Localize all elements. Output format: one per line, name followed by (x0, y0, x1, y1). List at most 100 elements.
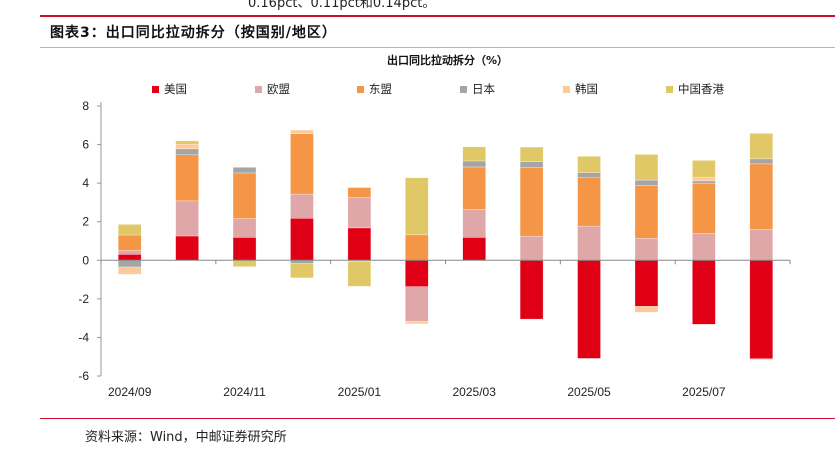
bar-segment (749, 260, 774, 360)
bar-segment (175, 148, 199, 156)
x-tick-label: 2024/09 (108, 385, 152, 399)
legend-label: 欧盟 (267, 82, 290, 96)
legend-item: 东盟 (357, 81, 392, 97)
bar-segment (749, 358, 774, 361)
bar-segment (462, 209, 486, 238)
bar-segment (519, 235, 544, 261)
bar-segment (405, 260, 429, 287)
chart-title: 出口同比拉动拆分（%） (386, 54, 509, 67)
bar-segment (634, 238, 659, 261)
bar-segment (405, 321, 429, 324)
x-tick-label: 2025/07 (682, 385, 726, 399)
legend-swatch (152, 85, 159, 93)
y-tick-label: 4 (82, 176, 89, 190)
bar-segment (347, 186, 372, 189)
bar-segment (232, 218, 257, 238)
bar-segment (117, 260, 142, 268)
bar-segment (634, 154, 659, 181)
source-note: 资料来源：Wind，中邮证券研究所 (85, 430, 287, 445)
bar-segment (519, 260, 544, 320)
bar-segment (577, 260, 601, 359)
legend-label: 日本 (472, 82, 495, 96)
bar-segment (117, 234, 142, 251)
legend-label: 东盟 (369, 82, 392, 96)
bar-segment (175, 200, 199, 237)
bar-segment (232, 172, 257, 219)
y-tick-label: -6 (78, 369, 89, 383)
legend-item: 欧盟 (255, 81, 290, 97)
bar-segment (577, 177, 601, 227)
legend-label: 韩国 (575, 82, 598, 96)
bar-segment (577, 172, 601, 178)
bar-segment (405, 177, 429, 236)
legend-swatch (357, 85, 364, 93)
bar-segment (692, 160, 716, 178)
bar-segment (290, 193, 314, 219)
legend-swatch (563, 85, 570, 93)
bar-segment (749, 158, 774, 165)
bar-segment (634, 306, 659, 313)
figure-title: 图表3：出口同比拉动拆分（按国别/地区） (50, 25, 337, 41)
bar-segment (462, 160, 486, 168)
bar-segment (175, 235, 199, 261)
x-tick-label: 2025/05 (567, 385, 611, 399)
bar-segment (577, 225, 601, 261)
legend-swatch (460, 85, 467, 93)
bar-segment (519, 167, 544, 237)
bar-segment (634, 185, 659, 239)
bar-segment (175, 143, 199, 150)
bar-segment (290, 263, 314, 279)
bar-segment (749, 163, 774, 230)
legend-item: 美国 (152, 81, 187, 97)
bar-segment (749, 133, 774, 160)
bar-segment (117, 224, 142, 236)
bar-segment (462, 166, 486, 210)
y-tick-label: -4 (78, 330, 89, 344)
bar-segment (290, 217, 314, 261)
bar-segment (519, 161, 544, 168)
bar-segment (175, 140, 199, 145)
bar-segment (462, 237, 486, 261)
y-tick-label: 2 (82, 215, 89, 229)
previous-text-fragment: 0.16pct、0.11pct和0.14pct。 (248, 0, 436, 11)
x-tick-label: 2025/03 (453, 385, 497, 399)
bar-segment (692, 260, 716, 325)
legend-item: 中国香港 (666, 81, 724, 97)
x-tick-label: 2025/01 (338, 385, 382, 399)
bar-segment (232, 167, 257, 174)
bar-segment (692, 182, 716, 234)
legend-label: 中国香港 (678, 82, 724, 96)
bar-segment (347, 227, 372, 261)
bar-segment (634, 179, 659, 186)
bar-segment (117, 250, 142, 255)
bar-segment (117, 254, 142, 261)
bar-segment (232, 260, 257, 267)
bar-segment (405, 234, 429, 261)
bar-segment (290, 133, 314, 195)
y-tick-label: 0 (82, 253, 89, 267)
bar-segment (347, 187, 372, 198)
bar-segment (290, 129, 314, 135)
bar-segment (692, 233, 716, 261)
title-divider (40, 47, 835, 48)
y-tick-label: 6 (82, 138, 89, 152)
bar-segment (347, 261, 372, 287)
bar-segment (347, 197, 372, 229)
x-tick-label: 2024/11 (223, 385, 266, 399)
bar-segment (462, 146, 486, 162)
bar-segment (577, 156, 601, 173)
bar-segment (117, 266, 142, 275)
legend-item: 韩国 (563, 81, 598, 97)
bar-segment (634, 260, 659, 307)
bar-segment (519, 146, 544, 162)
y-tick-label: 8 (82, 99, 89, 113)
bar-segment (232, 237, 257, 261)
bar-segment (692, 180, 716, 184)
legend-swatch (666, 85, 673, 93)
bar-segment (175, 154, 199, 202)
bar-segment (749, 228, 774, 261)
bar-segment (692, 176, 716, 182)
y-tick-label: -2 (78, 292, 89, 306)
bar-segment (405, 286, 429, 322)
